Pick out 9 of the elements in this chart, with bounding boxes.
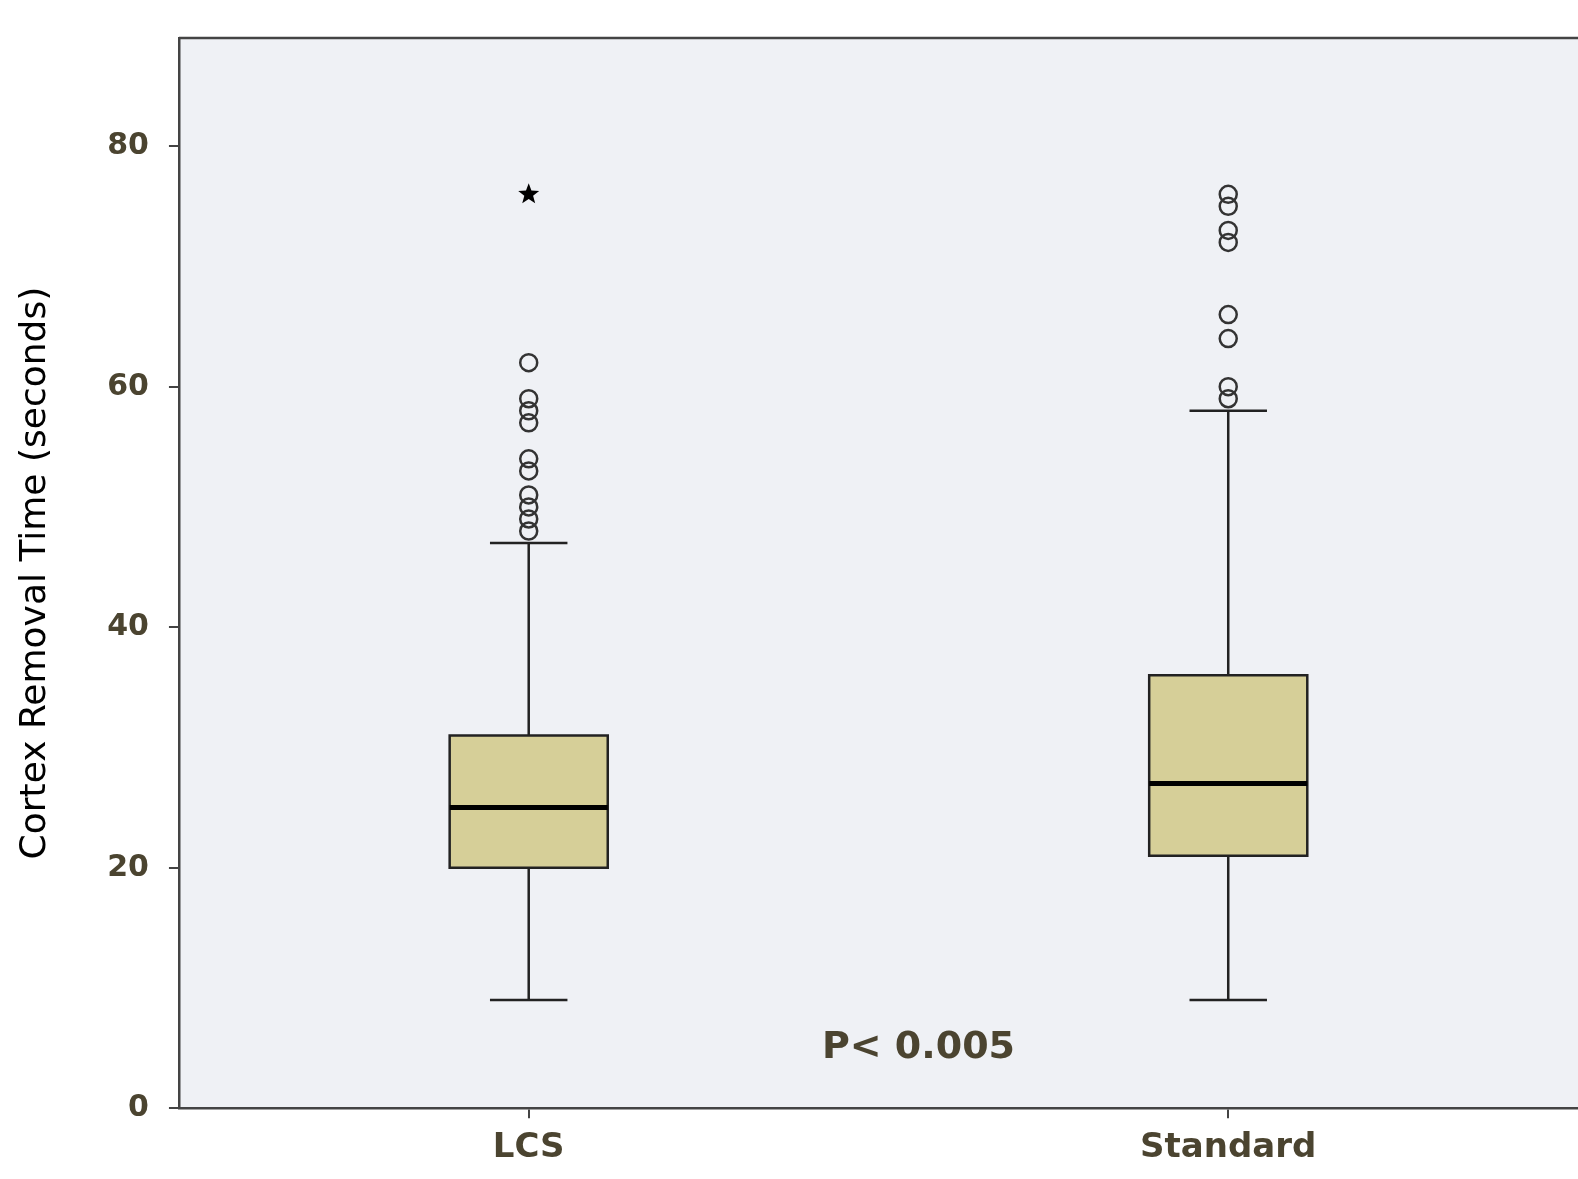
annotation: P< 0.005 xyxy=(821,1023,1016,1068)
y-tick-label: 0 xyxy=(128,1088,149,1123)
y-tick-label: 20 xyxy=(107,847,149,883)
x-tick-label: Standard xyxy=(1140,1125,1317,1166)
x-tick-label: LCS xyxy=(492,1125,565,1166)
y-axis-title: Cortex Removal Time (seconds) xyxy=(11,286,53,860)
y-tick-label: 80 xyxy=(107,126,149,162)
y-tick-label: 60 xyxy=(107,366,149,402)
y-tick-label: 40 xyxy=(107,607,149,643)
